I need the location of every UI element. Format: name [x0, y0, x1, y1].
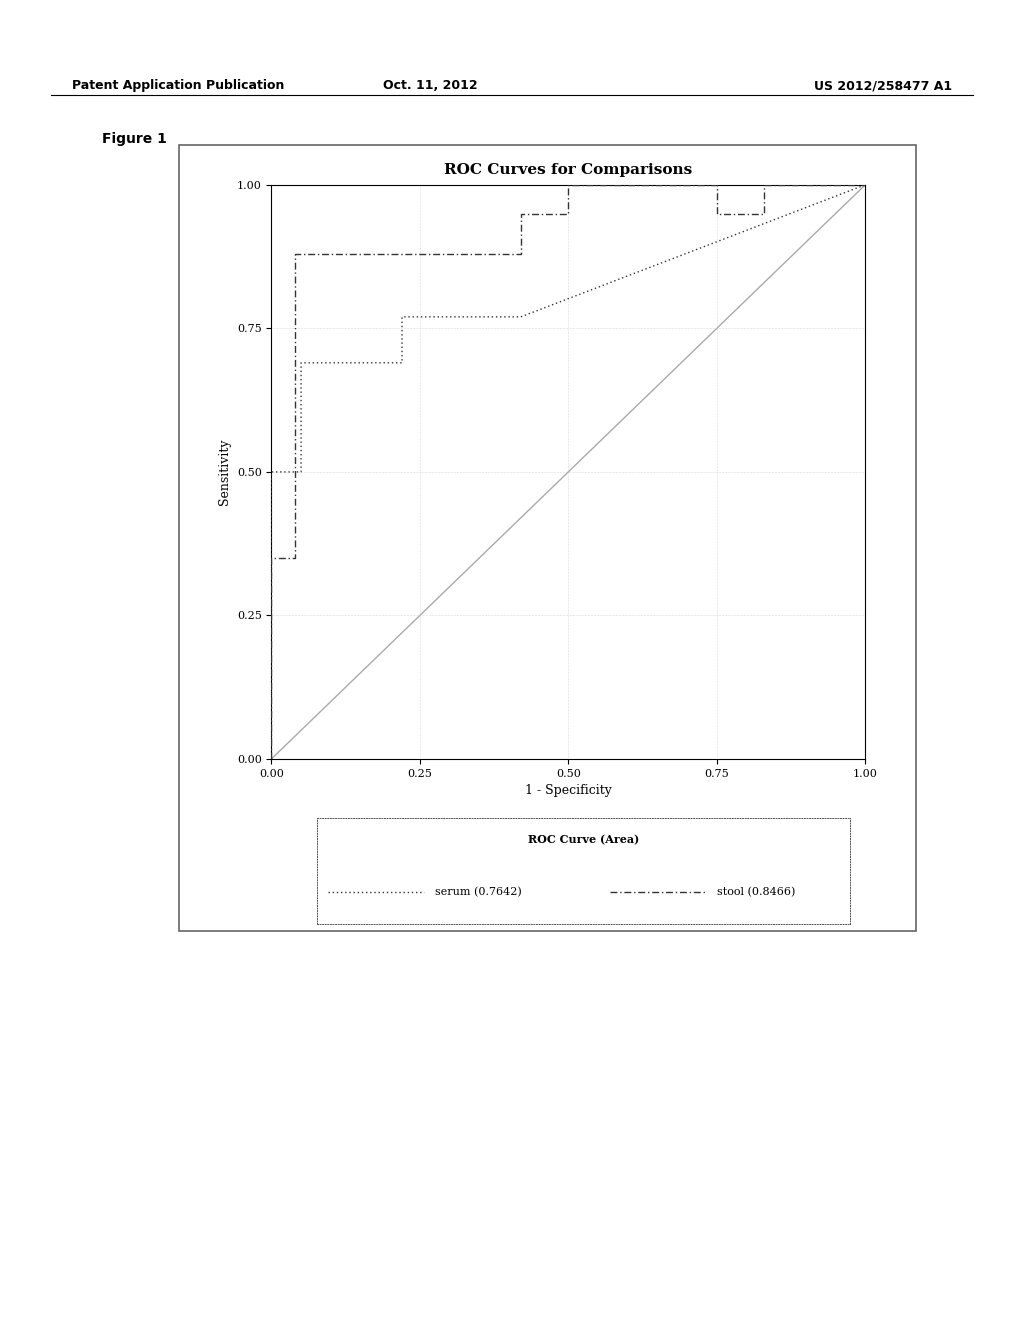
X-axis label: 1 - Specificity: 1 - Specificity — [525, 784, 611, 797]
Text: stool (0.8466): stool (0.8466) — [717, 887, 796, 898]
Text: ROC Curve (Area): ROC Curve (Area) — [528, 834, 639, 845]
Text: Figure 1: Figure 1 — [102, 132, 167, 147]
Text: Oct. 11, 2012: Oct. 11, 2012 — [383, 79, 477, 92]
Title: ROC Curves for Comparisons: ROC Curves for Comparisons — [444, 162, 692, 177]
Y-axis label: Sensitivity: Sensitivity — [218, 438, 231, 506]
Text: Patent Application Publication: Patent Application Publication — [72, 79, 284, 92]
Text: US 2012/258477 A1: US 2012/258477 A1 — [814, 79, 952, 92]
Text: serum (0.7642): serum (0.7642) — [434, 887, 521, 898]
